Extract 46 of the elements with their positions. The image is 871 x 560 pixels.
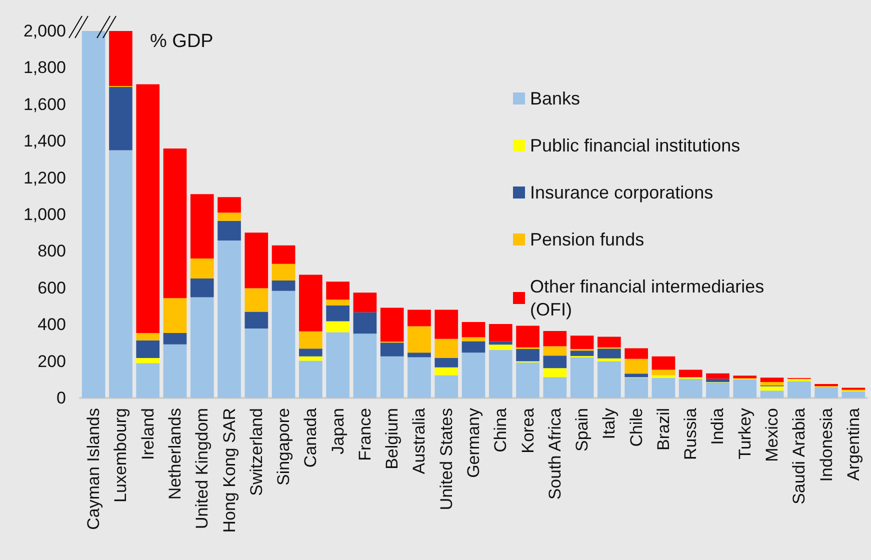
x-tick-label: Japan bbox=[328, 408, 348, 454]
x-tick-label: Mexico bbox=[762, 408, 782, 462]
legend-label: Other financial intermediaries (OFI) bbox=[530, 276, 770, 320]
y-tick-label: 1,200 bbox=[23, 168, 66, 188]
x-tick-label: China bbox=[491, 407, 510, 452]
x-tick-label: Cayman Islands bbox=[84, 408, 104, 530]
y-tick-label: 200 bbox=[38, 352, 66, 371]
x-tick-label: India bbox=[708, 407, 728, 445]
x-tick-label: Brazil bbox=[654, 408, 673, 451]
y-tick-label: 1,600 bbox=[23, 94, 66, 114]
x-tick-label: Ireland bbox=[138, 408, 158, 460]
x-tick-label: Canada bbox=[301, 407, 320, 468]
legend-label: Pension funds bbox=[530, 230, 644, 250]
y-tick-label: 600 bbox=[38, 278, 66, 298]
x-tick-label: Italy bbox=[600, 408, 619, 440]
x-tick-label: Singapore bbox=[274, 408, 294, 486]
x-tick-label: Argentina bbox=[844, 407, 863, 481]
legend-label: Public financial institutions bbox=[530, 136, 740, 156]
y-axis-title: % GDP bbox=[150, 31, 214, 52]
y-tick-label: 400 bbox=[38, 315, 66, 334]
x-tick-label: Germany bbox=[464, 408, 483, 478]
y-tick-label: 1,800 bbox=[23, 58, 66, 78]
x-tick-label: South Africa bbox=[545, 407, 564, 500]
y-tick-label: 800 bbox=[38, 242, 66, 261]
x-tick-label: Indonesia bbox=[816, 407, 836, 482]
x-tick-label: Hong Kong SAR bbox=[220, 408, 239, 533]
x-tick-label: United Kingdom bbox=[192, 408, 212, 529]
x-tick-label: United States bbox=[436, 408, 456, 510]
x-tick-label: France bbox=[355, 408, 374, 461]
legend-label: Banks bbox=[530, 88, 580, 108]
y-tick-label: 1,400 bbox=[23, 132, 66, 151]
x-tick-label: Australia bbox=[410, 407, 429, 474]
x-tick-label: Netherlands bbox=[165, 408, 184, 500]
x-tick-label: Turkey bbox=[735, 408, 754, 460]
x-tick-label: Belgium bbox=[382, 408, 402, 470]
x-tick-label: Switzerland bbox=[246, 408, 266, 496]
x-tick-label: Chile bbox=[626, 408, 646, 447]
y-tick-label: 0 bbox=[56, 388, 66, 408]
y-tick-label: 1,000 bbox=[23, 205, 66, 224]
y-tick-label: 2,000 bbox=[23, 22, 66, 40]
x-tick-label: Saudi Arabia bbox=[790, 407, 809, 504]
x-tick-label: Russia bbox=[681, 407, 700, 460]
x-tick-label: Korea bbox=[518, 407, 538, 454]
x-tick-label: Luxembourg bbox=[111, 408, 130, 503]
x-tick-label: Spain bbox=[572, 408, 592, 452]
legend-label: Insurance corporations bbox=[530, 182, 714, 202]
